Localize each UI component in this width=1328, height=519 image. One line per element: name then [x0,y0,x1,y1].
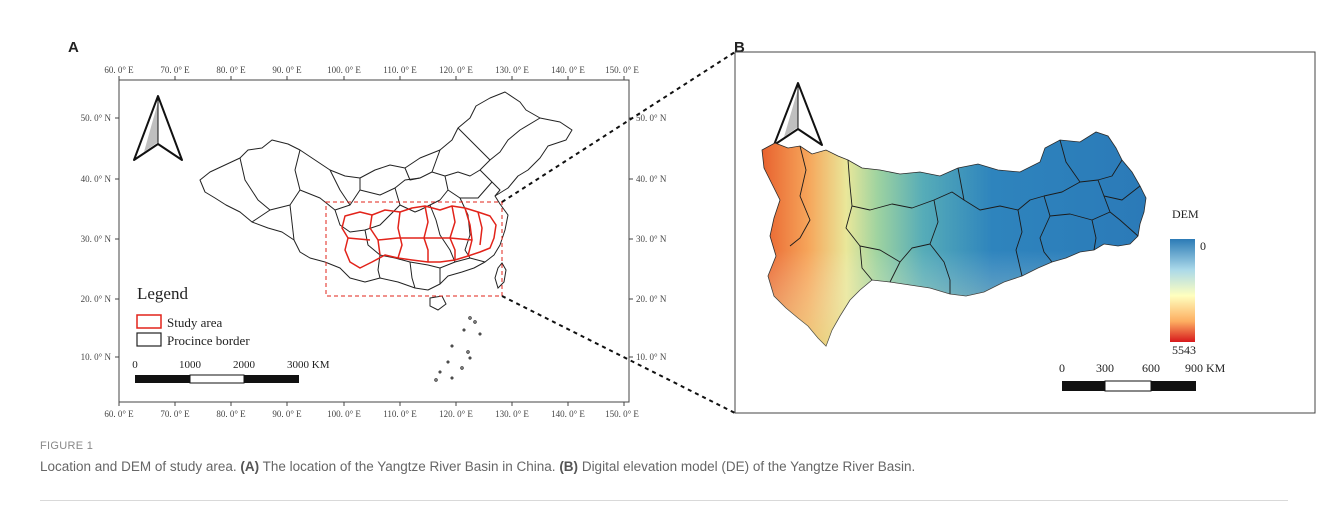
scale-bar-b: 0 300 600 900 KM [1059,361,1226,392]
scale-label: 600 [1142,361,1160,375]
scale-label: 900 KM [1185,361,1226,375]
study-area-outline [341,205,497,269]
scale-bar-a: 0 1000 2000 3000 KM [132,359,330,384]
left-lat-tick: 50. 0° N [81,113,112,123]
north-arrow-icon [133,95,183,161]
scale-label: 2000 [233,359,256,371]
bottom-lon-tick: 90. 0° E [272,409,302,419]
top-lon-tick: 100. 0° E [327,65,361,75]
panel-b-map: DEM 0 5543 0 300 600 900 KM [734,51,1316,414]
left-lat-tick: 30. 0° N [81,234,112,244]
map-legend: Legend Study area Procince border [136,284,250,348]
figure-label: FIGURE 1 [40,440,94,452]
bottom-lon-tick: 120. 0° E [439,409,473,419]
bottom-lon-tick: 150. 0° E [605,409,639,419]
dem-legend: DEM 0 5543 [1170,207,1206,357]
right-lat-tick: 40. 0° N [636,174,667,184]
caption-b-text: Digital elevation model (DE) of the Yang… [578,459,916,474]
study-extent-box [325,201,503,297]
top-lon-tick: 140. 0° E [551,65,585,75]
scale-label: 3000 KM [287,359,330,371]
panel-a-letter: A [68,39,79,56]
bottom-lon-tick: 140. 0° E [551,409,585,419]
dem-colorbar [1170,239,1195,342]
scale-label: 1000 [179,359,202,371]
dem-legend-high: 5543 [1172,343,1196,357]
top-lon-tick: 110. 0° E [383,65,417,75]
panel-a-map: 60. 0° E 70. 0° E 80. 0° E 90. 0° E 100.… [81,65,667,419]
legend-swatch-province-border [136,332,162,347]
bottom-lon-tick: 130. 0° E [495,409,529,419]
north-arrow-icon [773,82,823,146]
figure-caption: Location and DEM of study area. (A) The … [40,459,915,474]
bottom-lon-tick: 110. 0° E [383,409,417,419]
right-lat-tick: 20. 0° N [636,294,667,304]
bottom-lon-tick: 60. 0° E [104,409,134,419]
right-lat-tick: 50. 0° N [636,113,667,123]
caption-intro: Location and DEM of study area. [40,459,241,474]
legend-title: Legend [137,284,188,303]
lon-tick-marks [118,76,625,406]
right-lat-tick: 10. 0° N [636,352,667,362]
top-lon-tick: 70. 0° E [160,65,190,75]
bottom-lon-tick: 100. 0° E [327,409,361,419]
right-lat-tick: 30. 0° N [636,234,667,244]
connector-line-top [501,51,736,203]
bottom-lon-tick: 70. 0° E [160,409,190,419]
scale-label: 0 [132,359,138,371]
panel-b-letter: B [734,39,745,56]
top-lon-tick: 120. 0° E [439,65,473,75]
legend-label-province-border: Procince border [167,333,250,348]
scale-label: 300 [1096,361,1114,375]
scale-label: 0 [1059,361,1065,375]
caption-divider [40,500,1288,501]
top-lon-tick: 130. 0° E [495,65,529,75]
caption-a-tag: (A) [240,459,260,474]
dem-legend-low: 0 [1200,239,1206,253]
top-lon-tick: 80. 0° E [216,65,246,75]
left-lat-tick: 20. 0° N [81,294,112,304]
dem-legend-title: DEM [1172,207,1199,221]
top-lon-tick: 60. 0° E [104,65,134,75]
left-lat-tick: 40. 0° N [81,174,112,184]
yangtze-basin-dem [761,131,1147,347]
connector-line-bottom [501,295,736,414]
bottom-lon-tick: 80. 0° E [216,409,246,419]
legend-label-study-area: Study area [167,315,222,330]
legend-swatch-study-area [136,314,162,329]
china-province-borders [199,91,573,291]
caption-a-text: The location of the Yangtze River Basin … [259,459,560,474]
top-lon-tick: 90. 0° E [272,65,302,75]
left-lat-tick: 10. 0° N [81,352,112,362]
caption-b-tag: (B) [559,459,579,474]
map-frame [118,79,630,403]
top-lon-tick: 150. 0° E [605,65,639,75]
